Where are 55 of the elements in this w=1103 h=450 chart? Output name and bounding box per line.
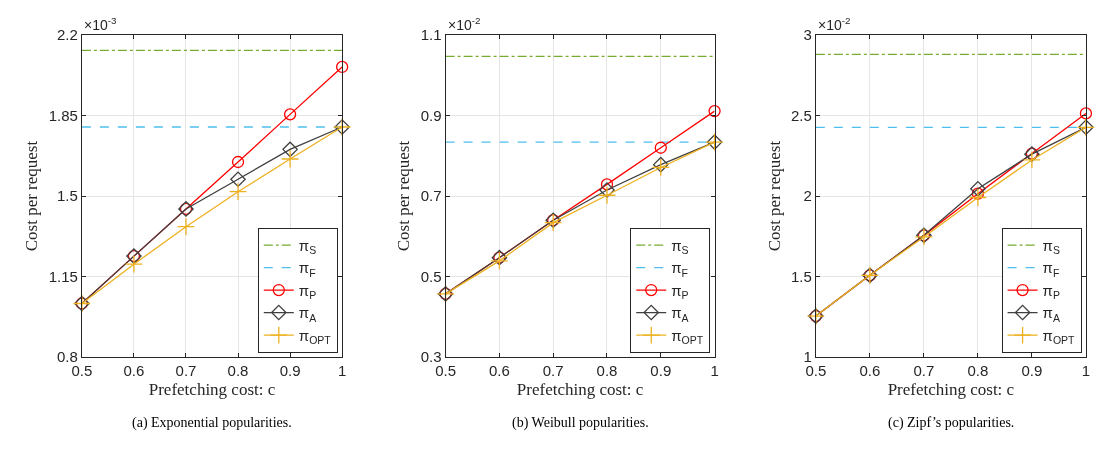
text: (b) Weibull popularities. (512, 415, 649, 431)
x-tick-label: 0.7 (175, 362, 197, 380)
y-tick-label: 1.15 (48, 267, 78, 285)
legend-label: π$_{S}$ (671, 236, 689, 257)
legend-label: π$_{P}$ (671, 281, 689, 302)
x-tick-label: 0.8 (967, 362, 989, 380)
y-axis-title: Cost per request (22, 140, 42, 252)
x-tick-label: 0.8 (596, 362, 618, 380)
y-tick-label: 2.5 (791, 106, 812, 124)
x-tick-label: 0.7 (542, 362, 564, 380)
x-tick-label: 1 (710, 362, 719, 380)
legend-label: π$_{S}$ (298, 236, 317, 257)
x-tick-label: 0.7 (913, 362, 935, 380)
text: ×10$^{-2}$ (818, 15, 851, 33)
y-tick-label: 2.2 (57, 26, 78, 44)
legend-label: π$_{OPT}$ (671, 326, 704, 347)
x-tick-label: 0.6 (488, 362, 510, 380)
x-tick-label: 0.6 (123, 362, 145, 380)
y-tick-label: 3 (803, 26, 812, 44)
x-tick-label: 1 (1081, 362, 1091, 380)
x-axis-title: Prefetching cost: c (148, 379, 276, 399)
legend-label: π$_{P}$ (1042, 281, 1060, 302)
legend-label: π$_{F}$ (671, 259, 689, 279)
legend-label: π$_{A}$ (671, 304, 689, 324)
text: ×10$^{-3}$ (84, 15, 118, 33)
legend-label: π$_{A}$ (298, 304, 317, 324)
y-tick-label: 2 (803, 187, 812, 205)
legend-label: π$_{OPT}$ (1042, 326, 1076, 347)
legend-label: π$_{A}$ (1042, 304, 1060, 324)
x-tick-label: 0.6 (859, 362, 881, 380)
legend-label: π$_{F}$ (298, 259, 316, 279)
legend-label: π$_{OPT}$ (298, 326, 332, 347)
y-tick-label: 0.9 (420, 106, 442, 124)
y-tick-label: 1.85 (48, 106, 78, 124)
x-tick-label: 0.9 (1021, 362, 1043, 380)
x-tick-label: 0.9 (279, 362, 301, 380)
y-axis-title: Cost per request (764, 140, 784, 252)
legend-label: π$_{P}$ (298, 281, 317, 302)
text: (a) Exponential popularities. (132, 415, 292, 431)
text: (c) Zipf’s popularities. (888, 415, 1015, 431)
y-tick-label: 0.7 (420, 187, 442, 205)
y-tick-label: 1 (803, 348, 812, 366)
x-tick-label: 0.8 (227, 362, 249, 380)
text: ×10$^{-2}$ (448, 15, 481, 33)
y-tick-label: 0.5 (420, 267, 442, 285)
x-tick-label: 1 (337, 362, 347, 380)
legend-label: π$_{S}$ (1042, 236, 1060, 257)
legend-label: π$_{F}$ (1042, 259, 1060, 279)
x-axis-title: Prefetching cost: c (887, 379, 1015, 399)
x-axis-title: Prefetching cost: c (516, 379, 644, 399)
x-tick-label: 0.9 (650, 362, 672, 380)
y-tick-label: 1.5 (57, 187, 78, 205)
y-tick-label: 1.1 (420, 26, 442, 44)
y-tick-label: 1.5 (791, 267, 812, 285)
y-axis-title: Cost per request (394, 140, 414, 252)
